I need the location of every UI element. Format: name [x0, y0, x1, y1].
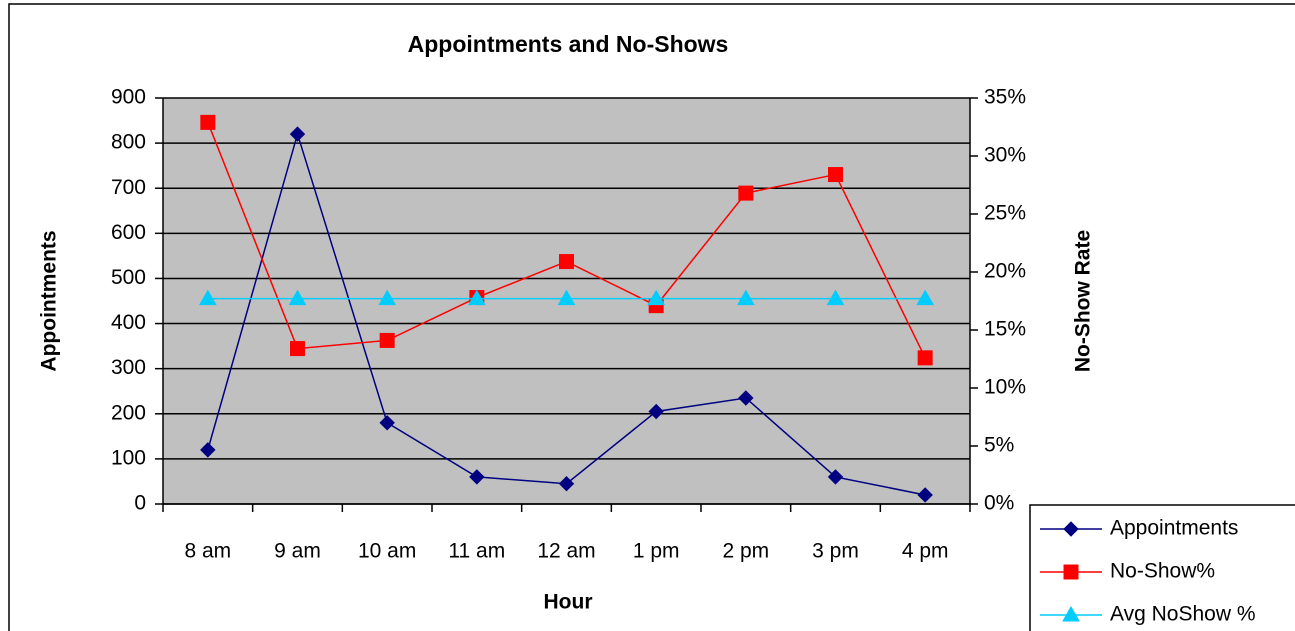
- marker: [198, 289, 217, 306]
- marker: [648, 403, 664, 420]
- x-tick-label: 4 pm: [902, 540, 949, 563]
- marker: [917, 350, 933, 366]
- y2-tick-label: 25%: [984, 202, 1026, 225]
- y-tick-label: 400: [111, 311, 146, 334]
- x-tick-label: 10 am: [358, 540, 416, 563]
- marker: [736, 289, 755, 306]
- y2-tick-label: 20%: [984, 260, 1026, 283]
- marker: [467, 289, 486, 306]
- y2-tick-label: 0%: [984, 492, 1014, 515]
- marker: [558, 475, 575, 492]
- y2-axis-label: No-Show Rate: [1072, 230, 1095, 372]
- legend-label: No-Show%: [1110, 560, 1215, 583]
- y-tick-label: 0: [134, 492, 146, 515]
- marker: [379, 332, 395, 348]
- y-tick-label: 200: [111, 401, 146, 424]
- marker: [557, 289, 576, 306]
- y2-tick-label: 15%: [984, 318, 1026, 341]
- x-tick-label: 8 am: [184, 540, 231, 563]
- marker: [469, 469, 485, 485]
- marker: [738, 390, 754, 406]
- y-tick-label: 100: [111, 446, 146, 469]
- marker: [826, 289, 845, 306]
- y2-tick-label: 10%: [984, 376, 1026, 399]
- y-tick-label: 300: [111, 356, 146, 379]
- x-tick-label: 1 pm: [633, 540, 680, 563]
- legend-label: Appointments: [1110, 517, 1238, 540]
- marker: [917, 487, 933, 503]
- x-tick-label: 3 pm: [812, 540, 859, 563]
- x-tick-label: 9 am: [274, 540, 321, 563]
- x-axis-label: Hour: [544, 591, 593, 614]
- y2-tick-label: 5%: [984, 434, 1014, 457]
- legend-marker: [1063, 564, 1079, 580]
- legend-marker: [1063, 521, 1079, 537]
- marker: [200, 114, 216, 130]
- marker: [288, 289, 307, 306]
- x-tick-label: 11 am: [448, 540, 505, 563]
- marker: [378, 289, 397, 306]
- marker: [289, 126, 306, 142]
- y-tick-label: 800: [111, 131, 146, 154]
- y2-tick-label: 30%: [984, 144, 1026, 167]
- marker: [916, 289, 935, 306]
- marker: [827, 469, 844, 485]
- y-tick-label: 500: [111, 266, 146, 289]
- marker: [647, 289, 666, 306]
- marker: [828, 167, 843, 183]
- chart-title: Appointments and No-Shows: [408, 31, 729, 57]
- y-tick-label: 700: [111, 176, 146, 199]
- y-tick-label: 900: [111, 86, 146, 109]
- y2-tick-label: 35%: [984, 86, 1026, 109]
- marker: [738, 185, 754, 201]
- marker: [559, 254, 574, 270]
- marker: [200, 442, 216, 458]
- x-tick-label: 2 pm: [722, 540, 769, 563]
- marker: [290, 341, 305, 357]
- legend-marker: [1062, 605, 1080, 622]
- y-axis-label: Appointments: [38, 230, 61, 371]
- legend-label: Avg NoShow %: [1110, 603, 1256, 626]
- x-tick-label: 12 am: [537, 540, 595, 563]
- y-tick-label: 600: [111, 221, 146, 244]
- marker: [379, 415, 395, 431]
